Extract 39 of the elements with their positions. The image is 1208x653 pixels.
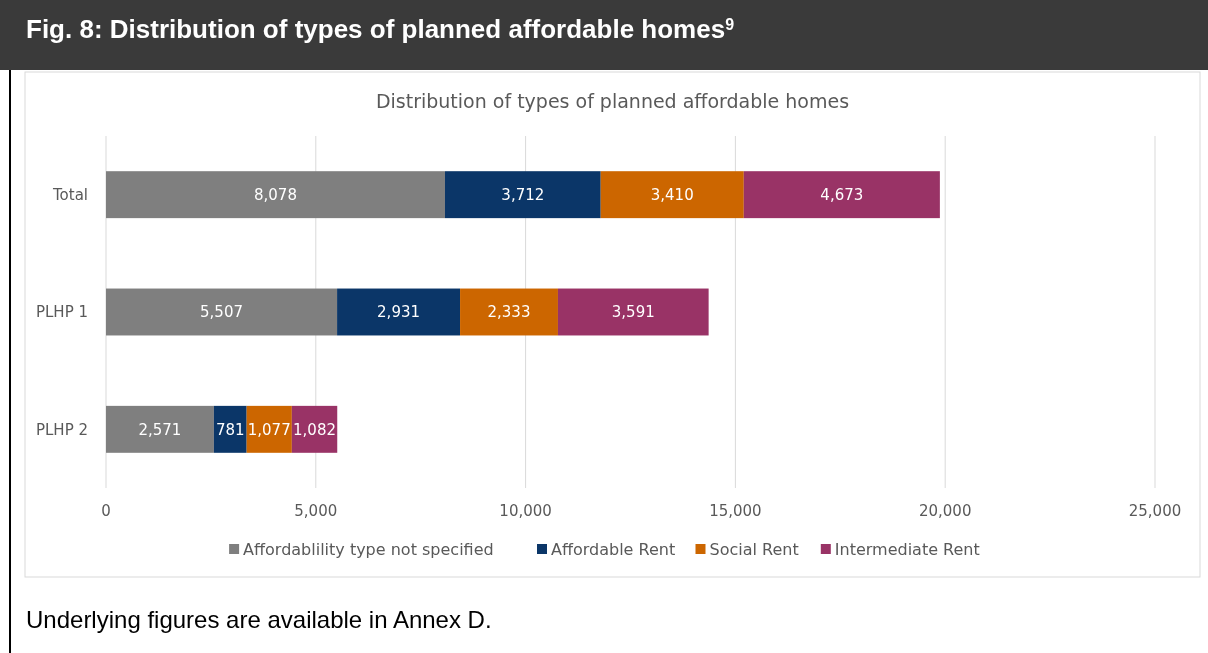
bar	[337, 288, 461, 336]
legend-label: Affordable Rent	[551, 539, 676, 559]
legend-label: Intermediate Rent	[834, 539, 980, 559]
x-tick-label: 20,000	[918, 502, 972, 521]
legend-label: Affordablility type not specified	[243, 539, 494, 559]
y-tick-label: PLHP 1	[35, 303, 88, 322]
x-tick-label: 5,000	[294, 502, 338, 521]
bar	[460, 288, 558, 336]
bar	[106, 288, 338, 336]
data-label: 8,078	[254, 185, 297, 204]
data-label: 3,410	[650, 185, 694, 204]
bar	[246, 405, 292, 453]
chart-title: Fig. 8: Distribution of types of planned affordable homes$^{9}$	[26, 14, 735, 44]
x-tick-label: 10,000	[499, 502, 552, 521]
data-label: 2,931	[377, 303, 421, 322]
x-tick-label: 0	[101, 502, 111, 521]
y-tick-label: Total	[51, 185, 88, 204]
bar	[444, 171, 601, 219]
bar	[557, 288, 709, 336]
x-tick-label: 15,000	[709, 502, 762, 521]
bar	[213, 405, 247, 453]
bar	[106, 405, 214, 453]
y-tick-label: PLHP 2	[35, 420, 88, 439]
legend-label: Social Rent	[709, 539, 799, 559]
data-label: 3,591	[611, 303, 655, 322]
data-label: 2,571	[138, 420, 182, 439]
bar	[106, 171, 445, 219]
data-label: 1,082	[293, 420, 337, 439]
text: Underlying figures are available in Annex D.	[26, 606, 492, 634]
data-label: 781	[215, 420, 245, 439]
data-label: 3,712	[501, 185, 545, 204]
data-label: 1,077	[247, 420, 291, 439]
chart-subtitle: Distribution of types of planned affordable homes	[375, 89, 850, 112]
data-label: 2,333	[487, 303, 531, 322]
x-tick-label: 25,000	[1128, 502, 1182, 521]
data-label: 4,673	[820, 185, 864, 204]
bar	[743, 171, 940, 219]
data-label: 5,507	[200, 303, 244, 322]
bar	[600, 171, 744, 219]
